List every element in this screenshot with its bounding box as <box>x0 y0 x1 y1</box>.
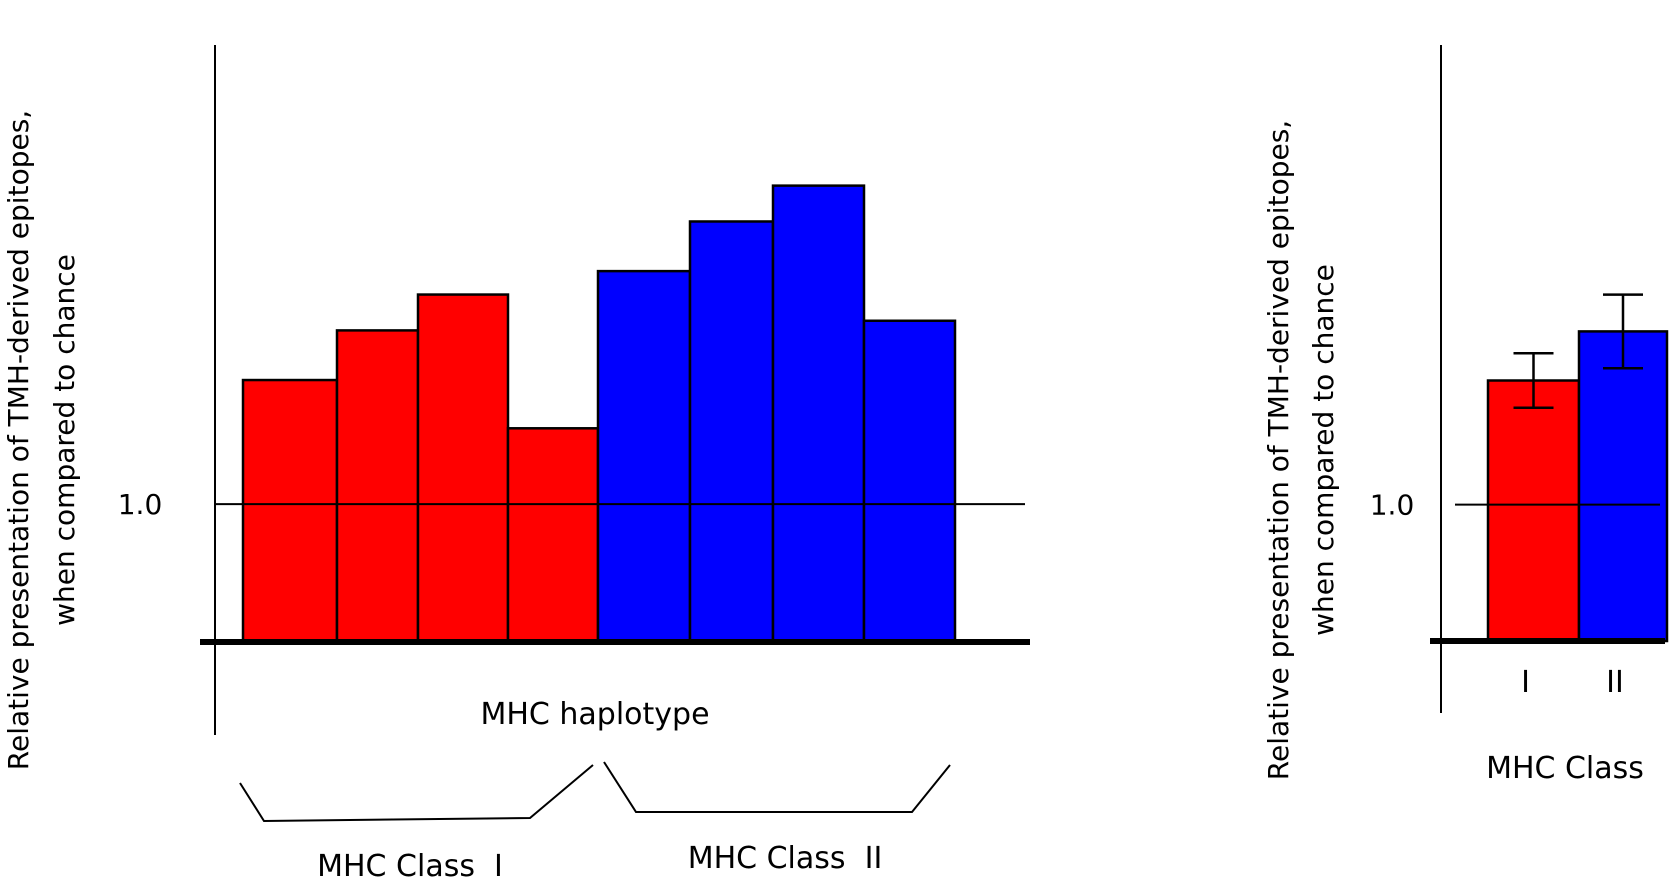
bar-class-ii-2 <box>688 220 775 644</box>
bar-class-i-2 <box>335 329 420 644</box>
bar-class-i <box>1486 379 1581 643</box>
left-xlabel: MHC haplotype <box>480 697 709 732</box>
bar-class-ii-1 <box>596 269 692 644</box>
right-xlabel: MHC Class <box>1486 751 1644 786</box>
right-bars <box>1486 293 1669 643</box>
right-category-ticks: I II <box>1521 665 1624 700</box>
bar-class-ii-3 <box>771 184 866 644</box>
right-panel: Relative presentation of TMH-derived epi… <box>1262 45 1669 786</box>
right-ylabel-line2: when compared to chance <box>1307 264 1340 636</box>
right-ylabel-line1: Relative presentation of TMH-derived epi… <box>1262 120 1295 780</box>
bar-class-i-4 <box>506 427 600 644</box>
bar-class-ii <box>1577 330 1669 643</box>
left-bars <box>241 184 957 644</box>
bar-class-i-1 <box>241 378 339 644</box>
left-ylabel-line1: Relative presentation of TMH-derived epi… <box>2 110 35 770</box>
right-reference-tick-label: 1.0 <box>1370 489 1415 522</box>
tick-label-class-ii: II <box>1606 665 1624 700</box>
left-ylabel-line2: when compared to chance <box>48 254 81 626</box>
bar-class-i-3 <box>416 293 510 644</box>
tick-label-class-i: I <box>1521 665 1530 700</box>
left-reference-tick-label: 1.0 <box>118 488 163 521</box>
left-panel: Relative presentation of TMH-derived epi… <box>2 45 1030 884</box>
bar-class-ii-4 <box>862 319 957 644</box>
class-ii-bracket <box>603 761 951 813</box>
class-ii-group-label: MHC Class II <box>688 841 883 876</box>
class-i-group-label: MHC Class I <box>317 849 503 884</box>
class-i-bracket <box>239 764 594 823</box>
